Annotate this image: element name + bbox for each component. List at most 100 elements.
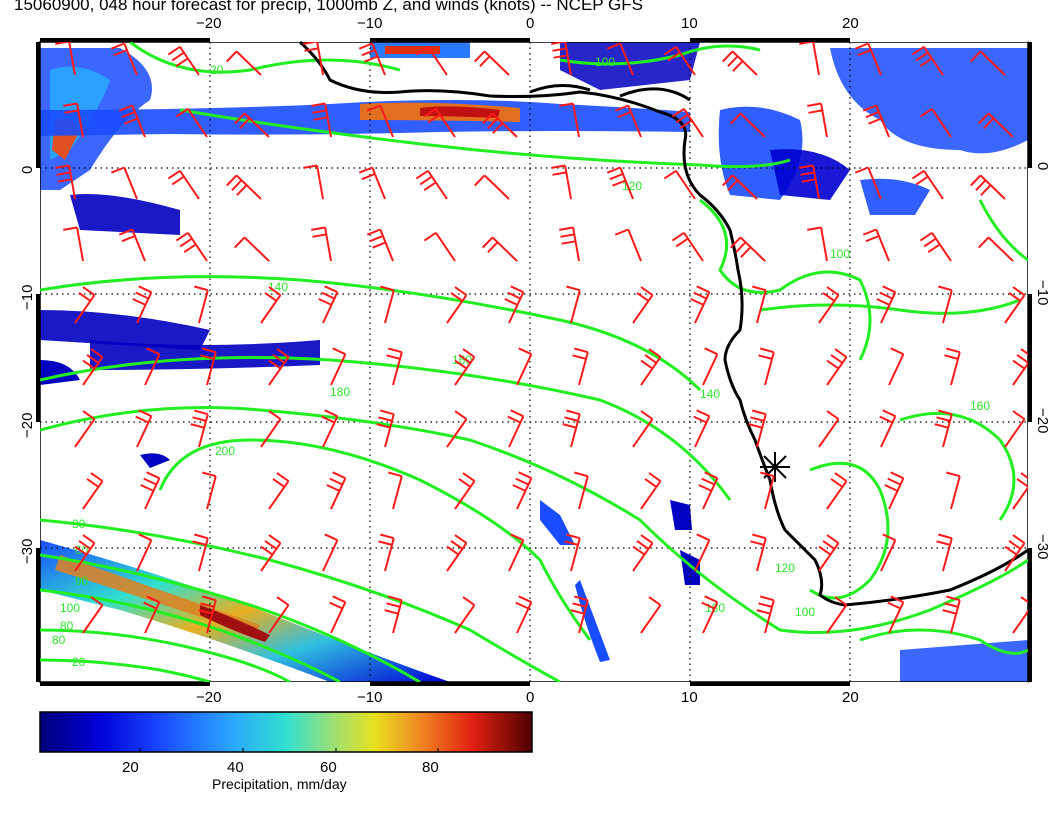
wind-barb xyxy=(884,471,905,510)
wind-barb xyxy=(366,104,394,138)
wind-barb xyxy=(862,228,890,262)
svg-text:140: 140 xyxy=(700,387,720,401)
map-title: 15060900, 048 hour forecast for precip, … xyxy=(14,0,643,14)
wind-barb xyxy=(311,226,332,262)
wind-barb xyxy=(366,228,394,262)
wind-barb xyxy=(268,596,290,634)
wind-barb xyxy=(110,166,138,200)
wind-barb xyxy=(55,42,76,76)
wind-barb xyxy=(454,472,476,510)
wind-barb xyxy=(260,410,282,448)
wind-barb xyxy=(919,107,952,138)
wind-barb xyxy=(632,534,654,572)
wind-barb xyxy=(423,107,456,138)
wind-barb xyxy=(144,347,161,386)
svg-text:20: 20 xyxy=(72,655,86,669)
wind-barb xyxy=(380,285,395,324)
svg-text:0: 0 xyxy=(1034,162,1051,170)
wind-barb xyxy=(330,347,347,386)
wind-barb xyxy=(978,236,1014,262)
wind-barb xyxy=(818,534,840,572)
wind-barb xyxy=(63,226,84,262)
wind-barb xyxy=(82,596,104,634)
wind-barb xyxy=(978,112,1014,138)
wind-barb xyxy=(226,50,262,76)
svg-text:−20: −20 xyxy=(196,689,221,706)
wind-barb xyxy=(260,286,282,324)
wind-barb xyxy=(752,285,767,324)
wind-barb xyxy=(415,45,448,76)
wind-barb xyxy=(198,595,217,634)
svg-text:180: 180 xyxy=(330,385,350,399)
wind-barb xyxy=(388,471,403,510)
wind-barb-layer xyxy=(55,42,1028,634)
wind-barb xyxy=(632,286,654,324)
colorbar-gradient xyxy=(39,711,533,753)
wind-barb xyxy=(758,347,775,386)
wind-barb xyxy=(118,228,146,262)
wind-barb xyxy=(826,472,848,510)
wind-barb xyxy=(799,42,820,76)
svg-text:−20: −20 xyxy=(19,413,36,438)
wind-barb xyxy=(311,102,332,138)
wind-barb xyxy=(504,285,525,324)
wind-barb xyxy=(1004,286,1026,324)
svg-text:200: 200 xyxy=(215,444,235,458)
wind-barb xyxy=(376,409,395,448)
precipitation-layer xyxy=(40,42,1028,682)
colorbar-title: Precipitation, mm/day xyxy=(212,776,347,792)
svg-text:30: 30 xyxy=(72,517,86,531)
svg-text:0: 0 xyxy=(526,15,534,32)
wind-barb xyxy=(507,409,525,448)
svg-text:100: 100 xyxy=(60,601,80,615)
wind-barb xyxy=(640,472,662,510)
wind-barb xyxy=(1004,534,1026,572)
svg-text:140: 140 xyxy=(268,280,288,294)
wind-barb xyxy=(911,45,944,76)
wind-barb xyxy=(879,409,897,448)
wind-barb xyxy=(606,166,634,200)
wind-barb xyxy=(175,107,208,138)
wind-barb xyxy=(854,42,882,76)
svg-text:−10: −10 xyxy=(1034,280,1051,305)
svg-text:−10: −10 xyxy=(357,15,382,32)
wind-barb xyxy=(192,533,209,572)
precip-colorbar: 20 40 60 80 xyxy=(39,711,533,776)
wind-barb xyxy=(799,164,820,200)
wind-barb xyxy=(936,533,953,572)
wind-barb xyxy=(140,471,161,510)
svg-text:80: 80 xyxy=(60,619,74,633)
wind-barb xyxy=(730,236,766,262)
wind-barb xyxy=(190,409,209,448)
wind-barb xyxy=(826,348,848,386)
longitude-labels-bottom: −20 −10 0 10 20 xyxy=(196,689,859,706)
svg-text:10: 10 xyxy=(681,689,698,706)
latitude-labels-left: 0 −10 −20 −30 xyxy=(19,166,36,564)
wind-barb xyxy=(268,348,290,386)
wind-barb xyxy=(562,409,581,448)
wind-barb xyxy=(194,285,209,324)
svg-text:100: 100 xyxy=(830,247,850,261)
svg-text:−20: −20 xyxy=(196,15,221,32)
wind-barb xyxy=(384,595,403,634)
wind-barb xyxy=(446,410,468,448)
wind-barb xyxy=(818,286,840,324)
wind-barb xyxy=(938,285,953,324)
svg-text:160: 160 xyxy=(970,399,990,413)
wind-barb xyxy=(570,595,589,634)
wind-barb xyxy=(690,285,711,324)
wind-barb xyxy=(701,595,719,634)
wind-barb xyxy=(559,226,580,262)
svg-text:10: 10 xyxy=(681,15,698,32)
svg-text:90: 90 xyxy=(75,574,89,588)
wind-barb xyxy=(876,285,897,324)
wind-barb xyxy=(970,174,1006,200)
wind-barb xyxy=(663,45,696,76)
wind-barb xyxy=(756,595,775,634)
wind-barb xyxy=(454,596,476,634)
wind-barb xyxy=(1004,410,1026,448)
svg-text:−30: −30 xyxy=(1034,534,1051,559)
wind-barb xyxy=(303,42,324,76)
contour-layer xyxy=(40,42,1028,682)
